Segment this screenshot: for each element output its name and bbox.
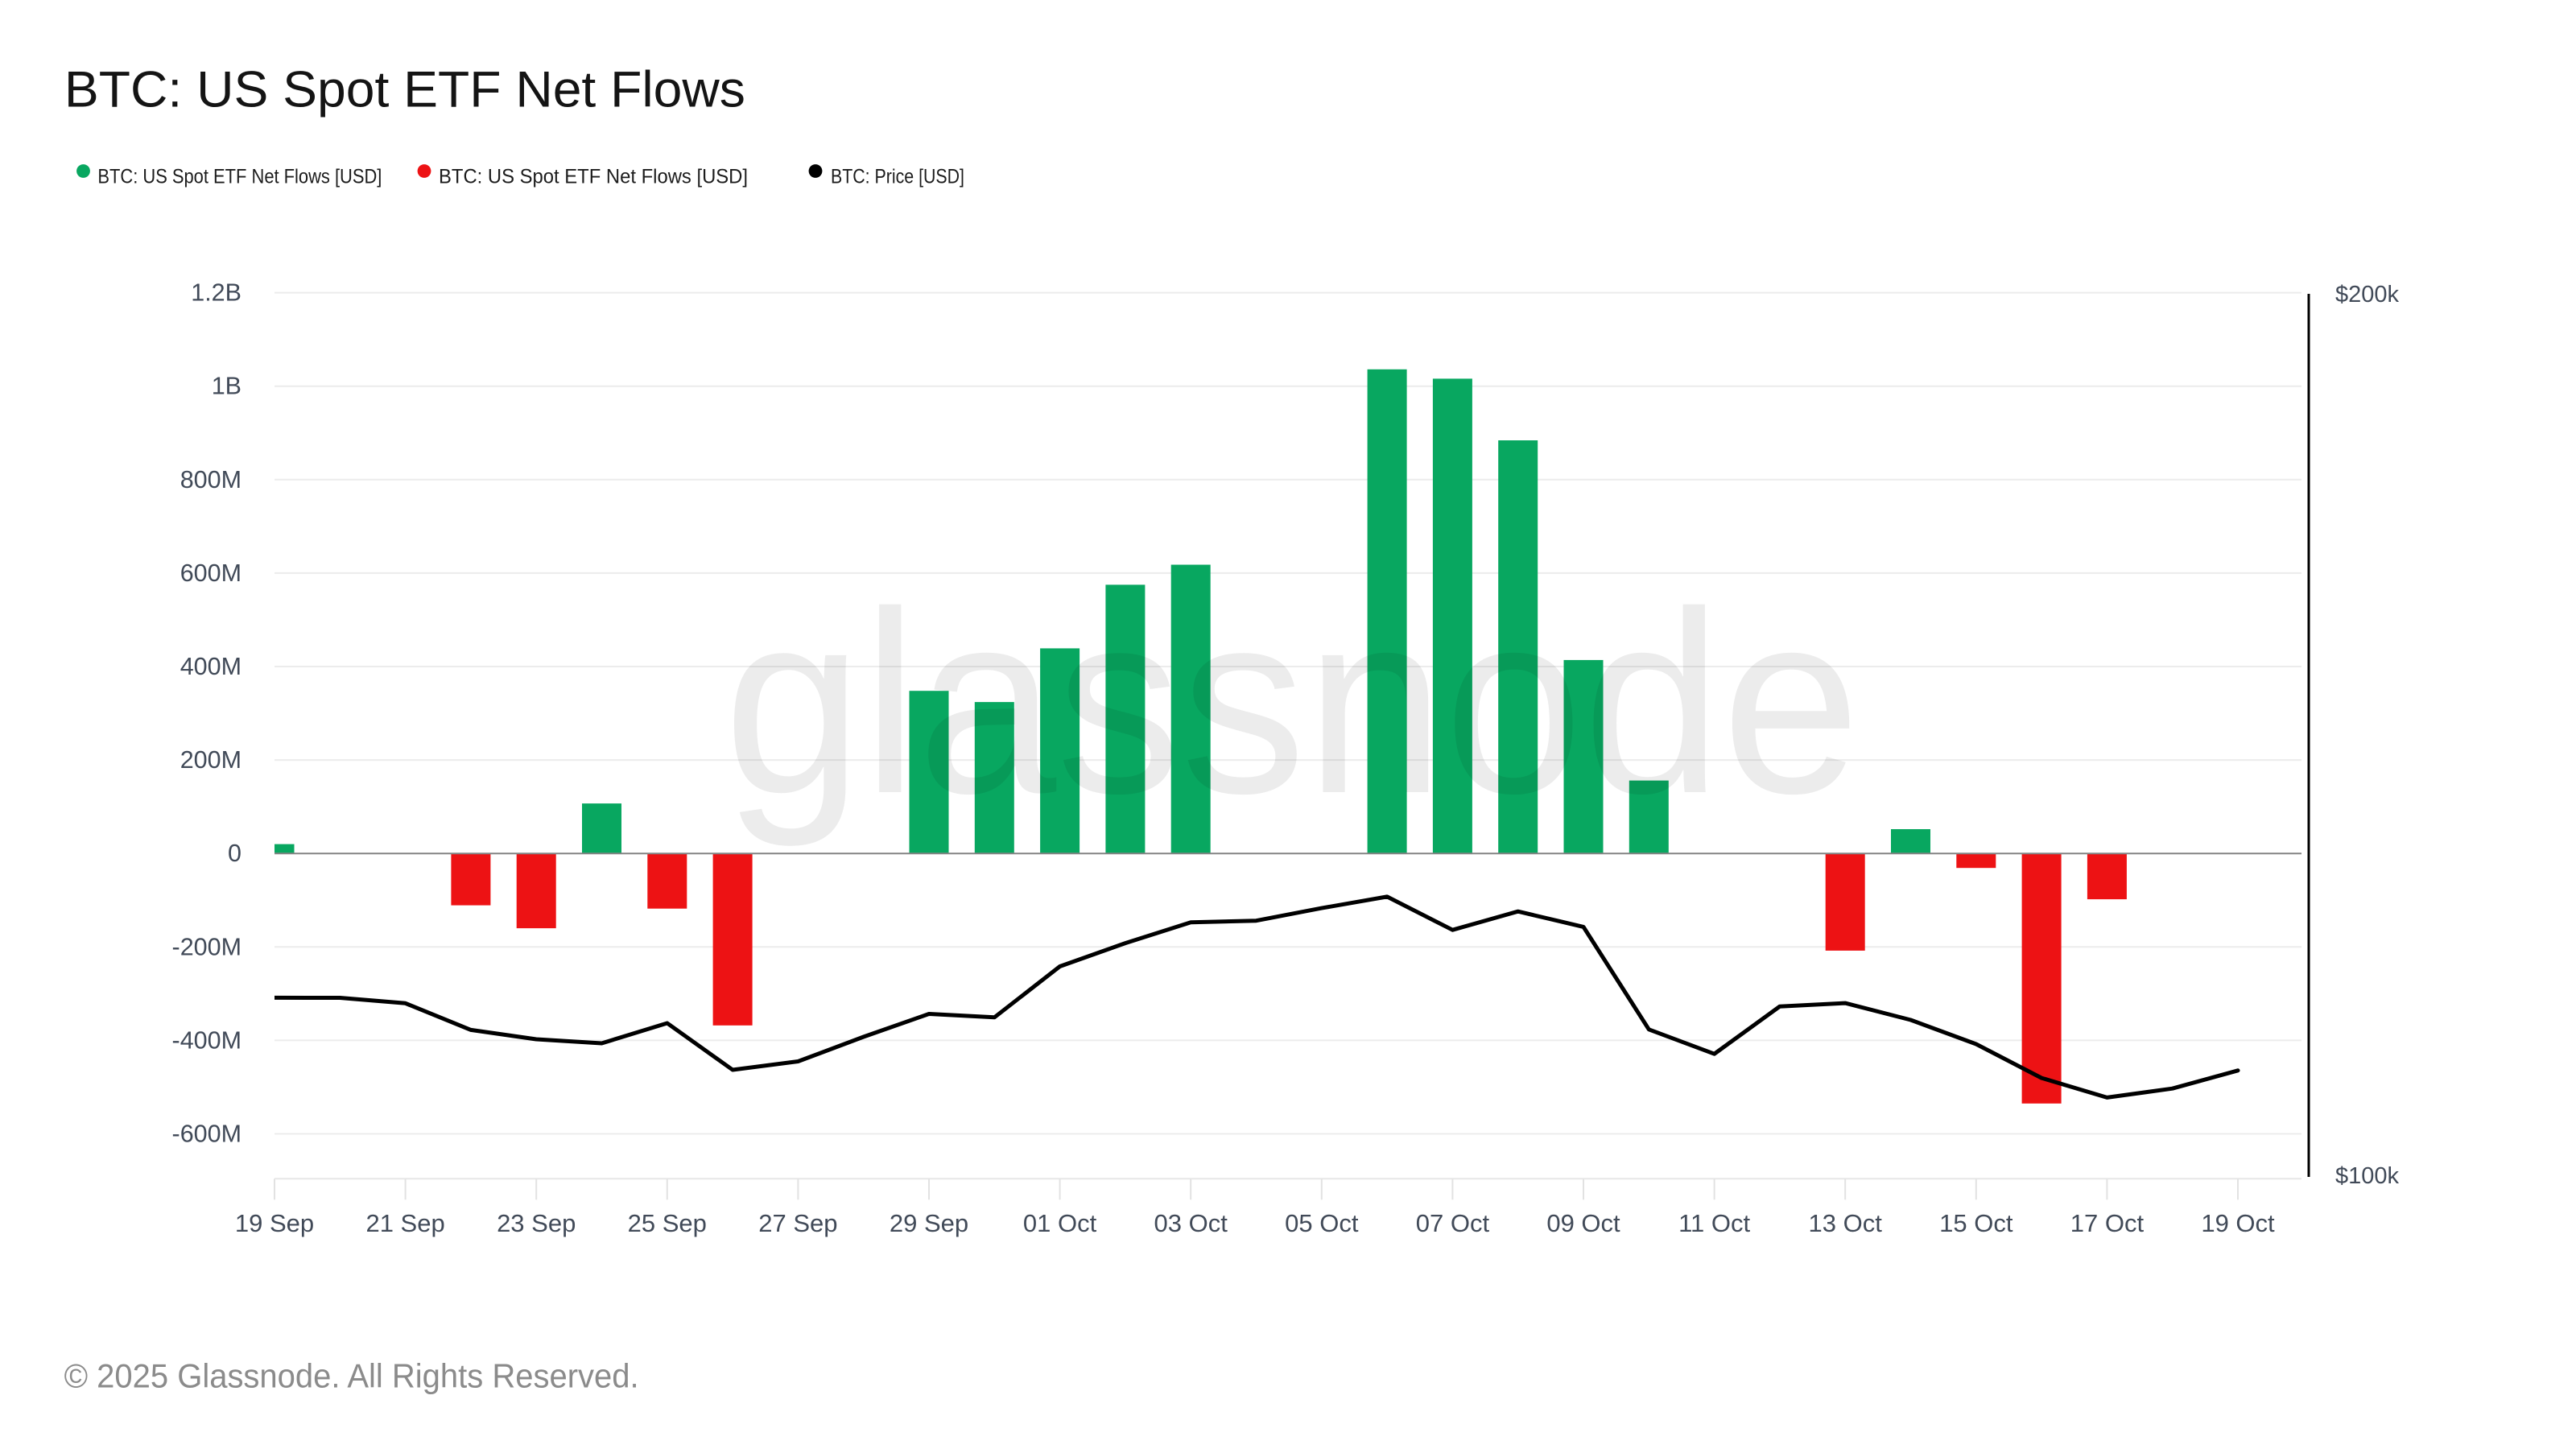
svg-text:23 Sep: 23 Sep xyxy=(497,1209,576,1237)
svg-text:1B: 1B xyxy=(212,373,242,400)
svg-text:11 Oct: 11 Oct xyxy=(1678,1209,1750,1237)
svg-text:$100k: $100k xyxy=(2335,1163,2400,1189)
svg-text:07 Oct: 07 Oct xyxy=(1416,1209,1490,1237)
svg-text:$200k: $200k xyxy=(2335,282,2400,308)
svg-text:400M: 400M xyxy=(180,653,242,680)
svg-text:19 Oct: 19 Oct xyxy=(2201,1209,2275,1237)
svg-text:-600M: -600M xyxy=(172,1121,242,1148)
svg-text:21 Sep: 21 Sep xyxy=(365,1209,444,1237)
svg-text:1.2B: 1.2B xyxy=(191,279,242,307)
svg-text:29 Sep: 29 Sep xyxy=(890,1209,968,1237)
svg-text:800M: 800M xyxy=(180,466,242,493)
svg-text:15 Oct: 15 Oct xyxy=(1939,1209,2013,1237)
svg-text:05 Oct: 05 Oct xyxy=(1285,1209,1359,1237)
svg-text:200M: 200M xyxy=(180,746,242,774)
svg-text:0: 0 xyxy=(228,840,242,867)
svg-text:© 2025 Glassnode. All Rights R: © 2025 Glassnode. All Rights Reserved. xyxy=(64,1356,639,1394)
svg-text:19 Sep: 19 Sep xyxy=(235,1209,314,1237)
svg-text:glassnode: glassnode xyxy=(724,559,1860,848)
svg-text:-400M: -400M xyxy=(172,1026,242,1054)
svg-text:BTC: US Spot ETF Net Flows [US: BTC: US Spot ETF Net Flows [USD] xyxy=(439,166,748,188)
svg-text:13 Oct: 13 Oct xyxy=(1809,1209,1883,1237)
svg-text:-200M: -200M xyxy=(172,933,242,960)
svg-text:17 Oct: 17 Oct xyxy=(2070,1209,2145,1237)
svg-text:27 Sep: 27 Sep xyxy=(758,1209,837,1237)
svg-text:BTC: Price [USD]: BTC: Price [USD] xyxy=(831,166,964,188)
svg-text:25 Sep: 25 Sep xyxy=(628,1209,707,1237)
svg-text:BTC: US Spot ETF Net Flows: BTC: US Spot ETF Net Flows xyxy=(64,61,745,118)
svg-text:BTC: US Spot ETF Net Flows [US: BTC: US Spot ETF Net Flows [USD] xyxy=(97,166,382,188)
svg-text:01 Oct: 01 Oct xyxy=(1023,1209,1097,1237)
svg-text:09 Oct: 09 Oct xyxy=(1546,1209,1620,1237)
svg-text:600M: 600M xyxy=(180,559,242,587)
svg-text:03 Oct: 03 Oct xyxy=(1154,1209,1228,1237)
